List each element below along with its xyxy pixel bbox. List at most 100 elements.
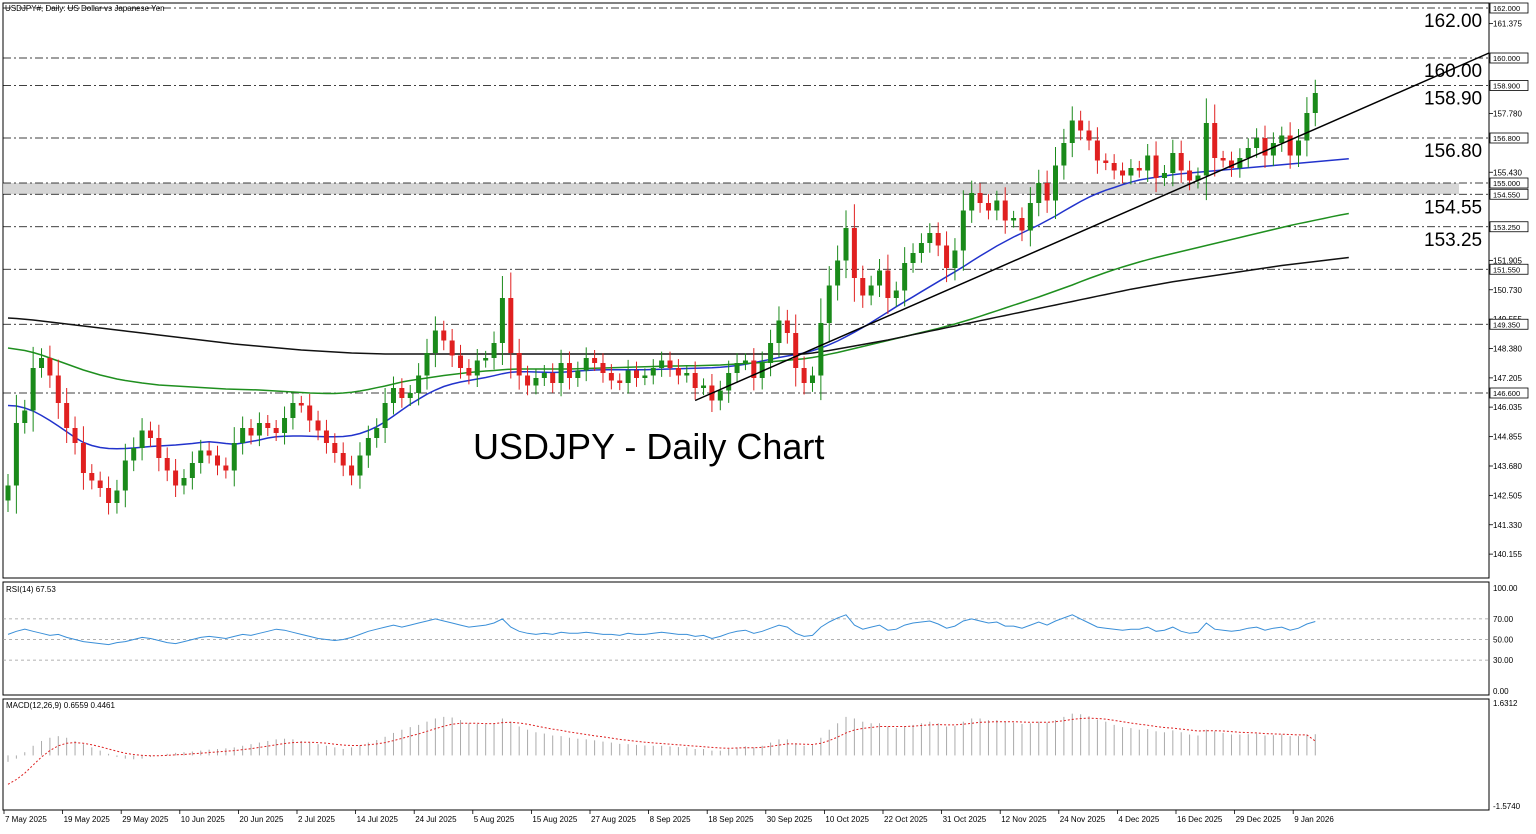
macd-pane-frame xyxy=(2,698,1490,811)
candle-body xyxy=(726,373,732,391)
rsi-tick-label: 70.00 xyxy=(1493,615,1514,624)
date-label: 14 Jul 2025 xyxy=(357,815,399,824)
candle xyxy=(784,309,790,344)
candle-body xyxy=(72,428,78,443)
price-tag-box xyxy=(1489,188,1529,200)
candle-body xyxy=(969,193,975,211)
candle xyxy=(751,348,757,391)
candle xyxy=(256,412,262,447)
candle-body xyxy=(55,375,61,403)
candle-body xyxy=(1153,155,1159,178)
candle-body xyxy=(122,460,128,491)
candle-body xyxy=(332,443,338,453)
candle-body xyxy=(1136,168,1142,171)
candle xyxy=(139,418,145,461)
candle xyxy=(533,369,539,395)
price-tag: 149.350 xyxy=(1489,318,1529,330)
candle-body xyxy=(80,443,86,473)
candle-body xyxy=(265,423,271,428)
price-tag-box xyxy=(1489,221,1529,233)
candle xyxy=(1078,110,1084,141)
candle xyxy=(323,419,329,454)
candle-body xyxy=(47,358,53,376)
date-label: 7 May 2025 xyxy=(5,815,47,824)
candle-body xyxy=(97,480,103,488)
candle-body xyxy=(877,270,883,286)
date-axis: 7 May 2025 19 May 2025 29 May 2025 10 Jun 2… xyxy=(3,810,1334,824)
candle xyxy=(1145,144,1151,182)
price-tag-box xyxy=(1489,2,1529,14)
candle xyxy=(240,416,246,455)
candle-body xyxy=(944,245,950,268)
candle xyxy=(349,455,355,486)
candle-body xyxy=(1061,143,1067,166)
price-tag: 151.550 xyxy=(1489,263,1529,275)
rsi-title: RSI(14) 67.53 xyxy=(6,585,56,594)
candle xyxy=(22,399,28,434)
candle xyxy=(474,349,480,387)
macd-tick-label: 1.6312 xyxy=(1493,699,1518,708)
candle-body xyxy=(307,405,313,421)
candle xyxy=(1036,169,1042,217)
candle-body xyxy=(1036,183,1042,203)
price-tag-text: 156.800 xyxy=(1493,134,1520,143)
candle-body xyxy=(885,270,891,298)
candle-body xyxy=(692,373,698,388)
candle-body xyxy=(483,358,489,361)
date-label: 19 May 2025 xyxy=(64,815,111,824)
price-tag-box xyxy=(1489,387,1529,399)
price-tick-label: 155.430 xyxy=(1493,168,1522,177)
candle-body xyxy=(89,473,95,481)
candle xyxy=(173,459,179,497)
candle-body xyxy=(1312,93,1318,113)
candle xyxy=(701,378,707,396)
candle-body xyxy=(106,488,112,503)
candle-body xyxy=(1120,170,1126,176)
candle-body xyxy=(5,485,11,501)
candle xyxy=(72,416,78,455)
candle xyxy=(55,359,61,419)
candle xyxy=(768,329,774,377)
candle-body xyxy=(1296,140,1302,156)
candle-body xyxy=(1094,140,1100,161)
candle xyxy=(1237,148,1243,178)
candle xyxy=(1053,147,1058,219)
candle xyxy=(625,359,631,394)
candle-body xyxy=(198,450,204,463)
candle-body xyxy=(1086,130,1092,141)
candle xyxy=(826,266,832,343)
candle-body xyxy=(181,478,187,486)
candle-body xyxy=(248,428,254,436)
candle xyxy=(583,347,589,382)
candle-body xyxy=(298,403,304,406)
candle-body xyxy=(835,260,841,286)
candle-body xyxy=(843,228,849,261)
candle-body xyxy=(742,360,748,363)
candle xyxy=(868,275,874,306)
date-label: 20 Jun 2025 xyxy=(239,815,284,824)
candle xyxy=(575,361,581,387)
candle-body xyxy=(1245,148,1251,158)
candle xyxy=(977,183,983,213)
candle-body xyxy=(1228,160,1234,168)
candle-body xyxy=(851,228,857,278)
candle-body xyxy=(39,358,45,368)
candle-body xyxy=(416,375,422,393)
candle-body xyxy=(566,363,572,378)
price-tick-label: 144.855 xyxy=(1493,433,1522,442)
candle xyxy=(181,469,187,495)
price-tick-label: 142.505 xyxy=(1493,491,1522,500)
candle-body xyxy=(256,423,262,436)
level-label: 158.90 xyxy=(1424,89,1482,110)
candle xyxy=(1061,128,1067,180)
price-tag: 154.550 xyxy=(1489,188,1529,200)
candle-body xyxy=(952,250,958,268)
candle xyxy=(1203,98,1209,201)
candle xyxy=(1254,128,1260,158)
price-tag-text: 151.550 xyxy=(1493,265,1520,274)
candle xyxy=(1262,125,1268,168)
date-label: 15 Aug 2025 xyxy=(532,815,577,824)
candle-body xyxy=(1220,158,1226,161)
price-tag-text: 160.000 xyxy=(1493,54,1520,63)
candle-body xyxy=(701,385,707,388)
